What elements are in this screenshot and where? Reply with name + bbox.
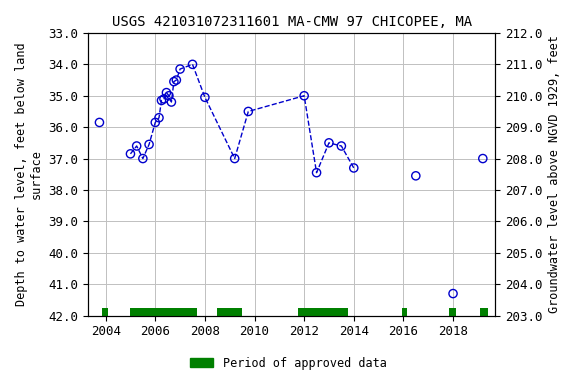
Point <box>126 151 135 157</box>
Bar <box>480 308 488 316</box>
Point <box>478 156 487 162</box>
Bar <box>449 308 456 316</box>
Point <box>244 108 253 114</box>
Point <box>312 170 321 176</box>
Point <box>154 115 164 121</box>
Bar <box>298 308 347 316</box>
Bar <box>402 308 407 316</box>
Point <box>200 94 210 100</box>
Point <box>151 119 160 126</box>
Point <box>138 156 147 162</box>
Point <box>132 143 141 149</box>
Point <box>300 93 309 99</box>
Point <box>145 141 154 147</box>
Point <box>95 119 104 126</box>
Point <box>169 79 179 85</box>
Point <box>160 96 169 102</box>
Point <box>349 165 358 171</box>
Point <box>230 156 239 162</box>
Bar <box>217 308 242 316</box>
Bar <box>102 308 108 316</box>
Title: USGS 421031072311601 MA-CMW 97 CHICOPEE, MA: USGS 421031072311601 MA-CMW 97 CHICOPEE,… <box>112 15 472 29</box>
Y-axis label: Groundwater level above NGVD 1929, feet: Groundwater level above NGVD 1929, feet <box>548 35 561 313</box>
Legend: Period of approved data: Period of approved data <box>185 352 391 374</box>
Point <box>449 291 458 297</box>
Point <box>172 77 181 83</box>
Point <box>162 89 171 96</box>
Bar <box>130 308 198 316</box>
Y-axis label: Depth to water level, feet below land
surface: Depth to water level, feet below land su… <box>15 43 43 306</box>
Point <box>411 173 420 179</box>
Point <box>337 143 346 149</box>
Point <box>157 98 166 104</box>
Point <box>188 61 197 68</box>
Point <box>324 140 334 146</box>
Point <box>167 99 176 105</box>
Point <box>164 93 173 99</box>
Point <box>176 66 185 72</box>
